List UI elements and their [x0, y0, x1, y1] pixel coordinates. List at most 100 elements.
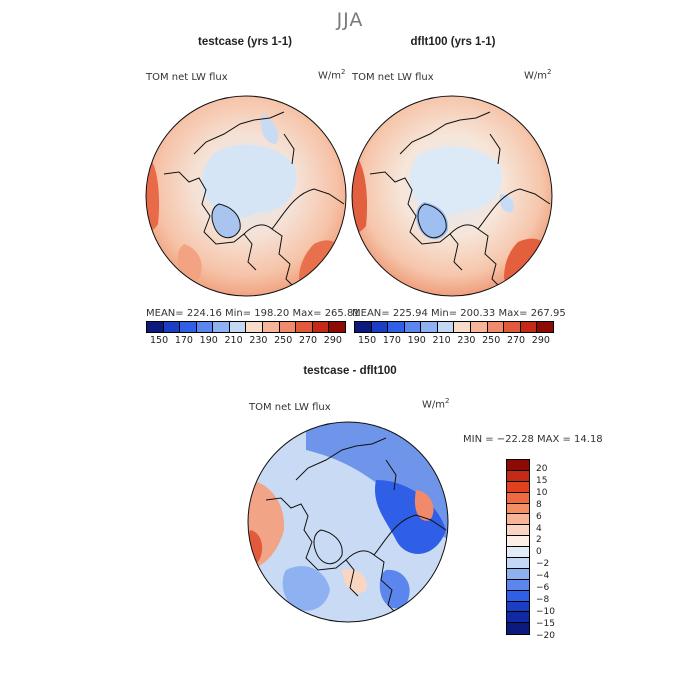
- panel2-tick: 230: [457, 335, 476, 346]
- panel3-variable: TOM net LW flux: [249, 402, 331, 413]
- panel2-tick: 250: [482, 335, 501, 346]
- panel2-colorbar-swatch: [421, 322, 438, 332]
- panel2-colorbar-swatch: [437, 322, 455, 332]
- panel2-colorbar-swatch: [404, 322, 422, 332]
- panel1-stats: MEAN= 224.16 Min= 198.20 Max= 265.81: [146, 308, 360, 319]
- panel3-border: [247, 421, 449, 623]
- panel3-cold-southeast: [379, 569, 410, 609]
- panel1-colorbar-swatch: [229, 322, 247, 332]
- panel1-colorbar-swatch: [263, 322, 280, 332]
- panel3-colorbar-swatch: [507, 623, 529, 635]
- panel1-colorbar-swatch: [279, 322, 297, 332]
- panel3-tick: 10: [536, 487, 548, 498]
- panel3-colorbar-swatch: [507, 536, 529, 548]
- panel1-colorbar-swatch: [246, 322, 264, 332]
- panel1-title: testcase (yrs 1-1): [198, 36, 292, 48]
- panel3-stats: MIN = −22.28 MAX = 14.18: [463, 434, 603, 445]
- panel2-colorbar-swatch: [537, 322, 553, 332]
- panel3-colorbar-swatch: [507, 481, 529, 493]
- panel1-tick: 230: [249, 335, 268, 346]
- panel2-colorbar: [354, 321, 554, 333]
- panel3-tick: −6: [536, 583, 550, 594]
- panel1-map: [145, 95, 347, 297]
- panel3-tick: 2: [536, 535, 542, 546]
- season-title: JJA: [336, 9, 364, 31]
- panel3-tick: 0: [536, 547, 542, 558]
- panel1-tick: 250: [274, 335, 293, 346]
- panel1-coastlines: [163, 111, 345, 290]
- panel1-units: W/m2: [318, 68, 346, 82]
- panel2-colorbar-swatch: [388, 322, 405, 332]
- panel2-coastlines: [369, 111, 551, 290]
- panel3-units: W/m2: [422, 397, 450, 411]
- panel3-tick: 20: [536, 464, 548, 474]
- panel3-colorbar-swatch: [507, 470, 529, 482]
- panel1-colorbar: [146, 321, 346, 333]
- panel3-colorbar-ticks: 20 15 10 8 6 4 2 0 −2 −4 −6 −8 −10 −15 −…: [536, 464, 555, 643]
- panel2-colorbar-swatch: [487, 322, 505, 332]
- panel3-colorbar-swatch: [507, 590, 529, 602]
- panel1-colorbar-swatch: [312, 322, 330, 332]
- panel1-tick: 270: [298, 335, 318, 346]
- panel3-colorbar-swatch: [507, 547, 529, 559]
- panel3-colorbar-swatch: [507, 492, 529, 504]
- panel2-tick: 150: [358, 335, 377, 346]
- panel2-colorbar-swatch: [520, 322, 538, 332]
- panel3-colorbar-swatch: [507, 568, 529, 580]
- panel3-colorbar-swatch: [507, 601, 529, 613]
- panel2-tick: 170: [382, 335, 401, 346]
- panel3-tick: 15: [536, 475, 548, 486]
- panel1-tick: 190: [199, 335, 218, 346]
- panel3-coastlines: [265, 437, 447, 616]
- panel3-map: [247, 421, 449, 623]
- panel2-units: W/m2: [524, 68, 552, 82]
- panel1-tick: 170: [174, 335, 193, 346]
- panel3-title: testcase - dflt100: [303, 365, 397, 377]
- panel3-warm-south: [342, 569, 367, 594]
- panel2-colorbar-swatch: [504, 322, 521, 332]
- panel2-colorbar-swatch: [371, 322, 389, 332]
- panel3-warm-east: [414, 490, 434, 521]
- panel1-arctic-low: [202, 144, 297, 218]
- panel1-colorbar-swatch: [196, 322, 214, 332]
- panel3-colorbar-swatch: [507, 460, 529, 471]
- panel2-title: dflt100 (yrs 1-1): [410, 36, 496, 48]
- panel1-colorbar-swatch: [147, 322, 164, 332]
- panel1-variable: TOM net LW flux: [146, 72, 228, 83]
- panel2-stats: MEAN= 225.94 Min= 200.33 Max= 267.95: [352, 308, 566, 319]
- panel3-colorbar-swatch: [507, 503, 529, 515]
- panel3-colorbar-swatch: [507, 525, 529, 537]
- panel1-tick: 290: [323, 335, 342, 346]
- panel1-colorbar-swatch: [329, 322, 345, 332]
- panel3-colorbar: [506, 459, 530, 636]
- panel2-arctic-low: [410, 147, 502, 215]
- panel1-tick: 150: [150, 335, 169, 346]
- panel1-border: [145, 95, 347, 297]
- panel2-colorbar-swatch: [471, 322, 488, 332]
- panel3-tick: −20: [536, 630, 555, 641]
- panel3-colorbar-swatch: [507, 612, 529, 624]
- panel2-tick: 210: [432, 335, 451, 346]
- panel2-colorbar-ticks: 150 170 190 210 230 250 270 290: [358, 335, 550, 346]
- panel3-tick: −4: [536, 571, 550, 582]
- panel2-colorbar-swatch: [355, 322, 372, 332]
- panel1-colorbar-swatch: [296, 322, 313, 332]
- panel3-cool-south: [282, 566, 330, 611]
- panel3-colorbar-swatch: [507, 579, 529, 591]
- panel3-tick: −15: [536, 618, 555, 629]
- panel3-tick: −10: [536, 606, 555, 617]
- panel1-colorbar-swatch: [180, 322, 197, 332]
- panel1-colorbar-ticks: 150 170 190 210 230 250 270 290: [150, 335, 342, 346]
- panel3-tick: 8: [536, 499, 542, 510]
- panel2-colorbar-swatch: [454, 322, 472, 332]
- panel1-greenland-low: [211, 204, 241, 238]
- panel3-colorbar-swatch: [507, 558, 529, 569]
- panel3-tick: −8: [536, 594, 550, 605]
- panel3-tick: 6: [536, 511, 542, 522]
- panel2-variable: TOM net LW flux: [352, 72, 434, 83]
- panel1-colorbar-swatch: [213, 322, 230, 332]
- panel2-border: [351, 95, 553, 297]
- panel2-map: [351, 95, 553, 297]
- panel1-warm-south: [177, 244, 202, 281]
- panel2-tick: 290: [531, 335, 550, 346]
